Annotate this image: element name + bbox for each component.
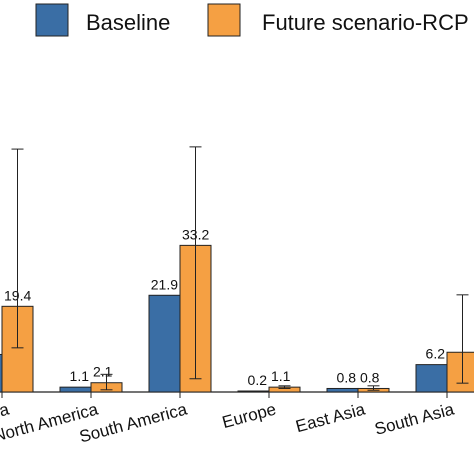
data-label-future-scenario-rcp-north-america: 2.1	[93, 364, 113, 380]
legend-swatch-future	[207, 3, 241, 37]
data-label-future-scenario-rcp-europe: 1.1	[271, 368, 291, 384]
data-label-future-scenario-rcp-east-asia: 0.8	[360, 369, 380, 385]
data-label-baseline-north-america: 1.1	[70, 368, 90, 384]
x-tick-label-africa: Africa	[0, 399, 12, 429]
bar-baseline-north-america	[59, 386, 92, 393]
legend-label-future: Future scenario-RCP	[262, 10, 469, 35]
bar-baseline-east-asia	[326, 387, 359, 393]
data-label-baseline-south-america: 21.9	[151, 276, 178, 292]
bar-future-scenario-rcp-south-asia	[446, 351, 474, 393]
bar-baseline-south-asia	[415, 364, 448, 393]
legend: Baseline Future scenario-RCP	[35, 3, 469, 37]
bar-baseline-europe	[237, 390, 270, 393]
data-label-baseline-east-asia: 0.8	[337, 369, 357, 385]
x-tick-label-south-asia: South Asia	[373, 399, 457, 439]
bar-future-scenario-rcp-africa	[1, 305, 34, 393]
x-tick-label-east-asia: East Asia	[294, 399, 368, 436]
legend-swatch-baseline	[35, 3, 69, 37]
bar-baseline-south-america	[148, 294, 181, 393]
legend-label-baseline: Baseline	[86, 10, 170, 35]
data-label-baseline-south-asia: 6.2	[426, 346, 446, 362]
x-tick-label-europe: Europe	[220, 400, 278, 433]
data-label-baseline-europe: 0.2	[248, 372, 268, 388]
